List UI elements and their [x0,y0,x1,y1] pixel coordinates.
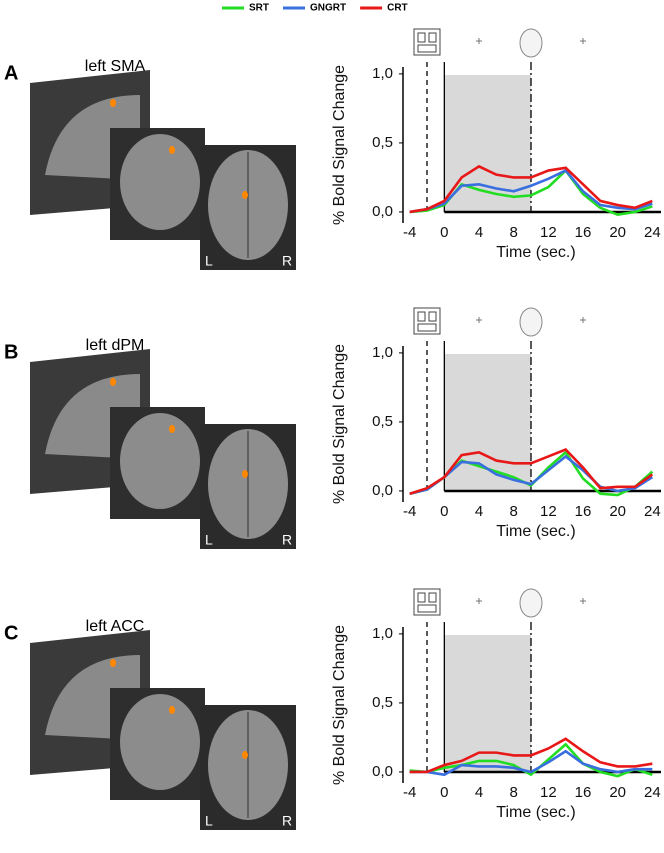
region-label: left dPM [86,337,145,354]
task-icons [413,307,586,337]
series-line [409,448,654,495]
x-tick-label: 12 [540,784,557,801]
x-tick-label: 8 [509,224,517,241]
icon-box [428,32,437,43]
icon-box [417,32,426,43]
icon-box [417,604,437,613]
face-icon [519,28,543,58]
panel-label: B [4,341,18,363]
face-icon [519,588,543,618]
activation [169,146,175,154]
x-tick-label: 12 [540,224,557,241]
x-tick-label: 20 [609,224,626,241]
region-label: left ACC [86,618,145,635]
coronal-brain [120,134,200,230]
face-icon [519,307,543,337]
panel-label: C [4,622,18,644]
coronal-brain [120,413,200,509]
legend-label: SRT [249,3,269,14]
x-tick-label: 16 [575,503,592,520]
x-tick-label: 12 [540,503,557,520]
y-tick-label: 0,0 [372,763,393,780]
image-label: L [205,813,213,829]
activation [169,706,175,714]
series-line [409,168,653,214]
stimulus-shade [444,354,531,491]
y-tick-label: 0,5 [372,413,393,430]
legend-label: CRT [387,3,408,14]
panel-label: A [4,62,18,84]
x-tick-label: 24 [644,503,661,520]
y-tick-label: 1,0 [372,625,393,642]
series-line [409,742,653,778]
x-tick-label: 4 [475,503,483,520]
coronal-brain [120,694,200,790]
activation [110,378,116,386]
series-line [409,737,653,774]
image-label: R [282,253,292,269]
icon-box [417,592,426,603]
x-tick-label: 4 [475,224,483,241]
x-tick-label: 8 [509,503,517,520]
legend-label: GNGRT [310,3,346,14]
image-label: L [205,253,213,269]
x-tick-label: 24 [644,784,661,801]
icon-box [417,323,437,332]
task-icons [413,28,586,58]
image-label: R [282,813,292,829]
activation [242,470,248,478]
activation [110,659,116,667]
x-axis-label: Time (sec.) [496,804,575,821]
x-tick-label: 4 [475,784,483,801]
y-axis-label: % Bold Signal Change [331,65,348,225]
x-tick-label: 0 [440,224,448,241]
y-tick-label: 0,0 [372,482,393,499]
x-tick-label: 16 [575,784,592,801]
y-tick-label: 0,5 [372,694,393,711]
stimulus-shade [444,635,531,772]
region-label: left SMA [85,58,146,75]
icon-box [428,311,437,322]
icon-box [417,44,437,53]
brain-images [30,70,296,270]
x-tick-label: -4 [403,224,416,241]
x-tick-label: -4 [403,784,416,801]
x-tick-label: 0 [440,503,448,520]
brain-images [30,630,296,830]
y-axis-label: % Bold Signal Change [331,625,348,785]
series-line [409,749,653,777]
y-tick-label: 1,0 [372,344,393,361]
x-tick-label: 20 [609,784,626,801]
x-tick-label: 0 [440,784,448,801]
y-tick-label: 0,5 [372,134,393,151]
x-tick-label: 20 [609,503,626,520]
brain-images [30,349,296,549]
y-tick-label: 0,0 [372,203,393,220]
y-axis-label: % Bold Signal Change [331,344,348,504]
x-tick-label: 16 [575,224,592,241]
x-tick-label: 8 [509,784,517,801]
icon-box [428,592,437,603]
y-tick-label: 1,0 [372,65,393,82]
x-tick-label: 24 [644,224,661,241]
x-tick-label: -4 [403,503,416,520]
image-label: R [282,532,292,548]
x-axis-label: Time (sec.) [496,523,575,540]
activation [242,751,248,759]
icon-box [417,311,426,322]
series-line [409,164,653,214]
task-icons [413,588,586,618]
x-axis-label: Time (sec.) [496,244,575,261]
series-line [409,454,654,495]
activation [242,191,248,199]
image-label: L [205,532,213,548]
activation [110,99,116,107]
activation [169,425,175,433]
